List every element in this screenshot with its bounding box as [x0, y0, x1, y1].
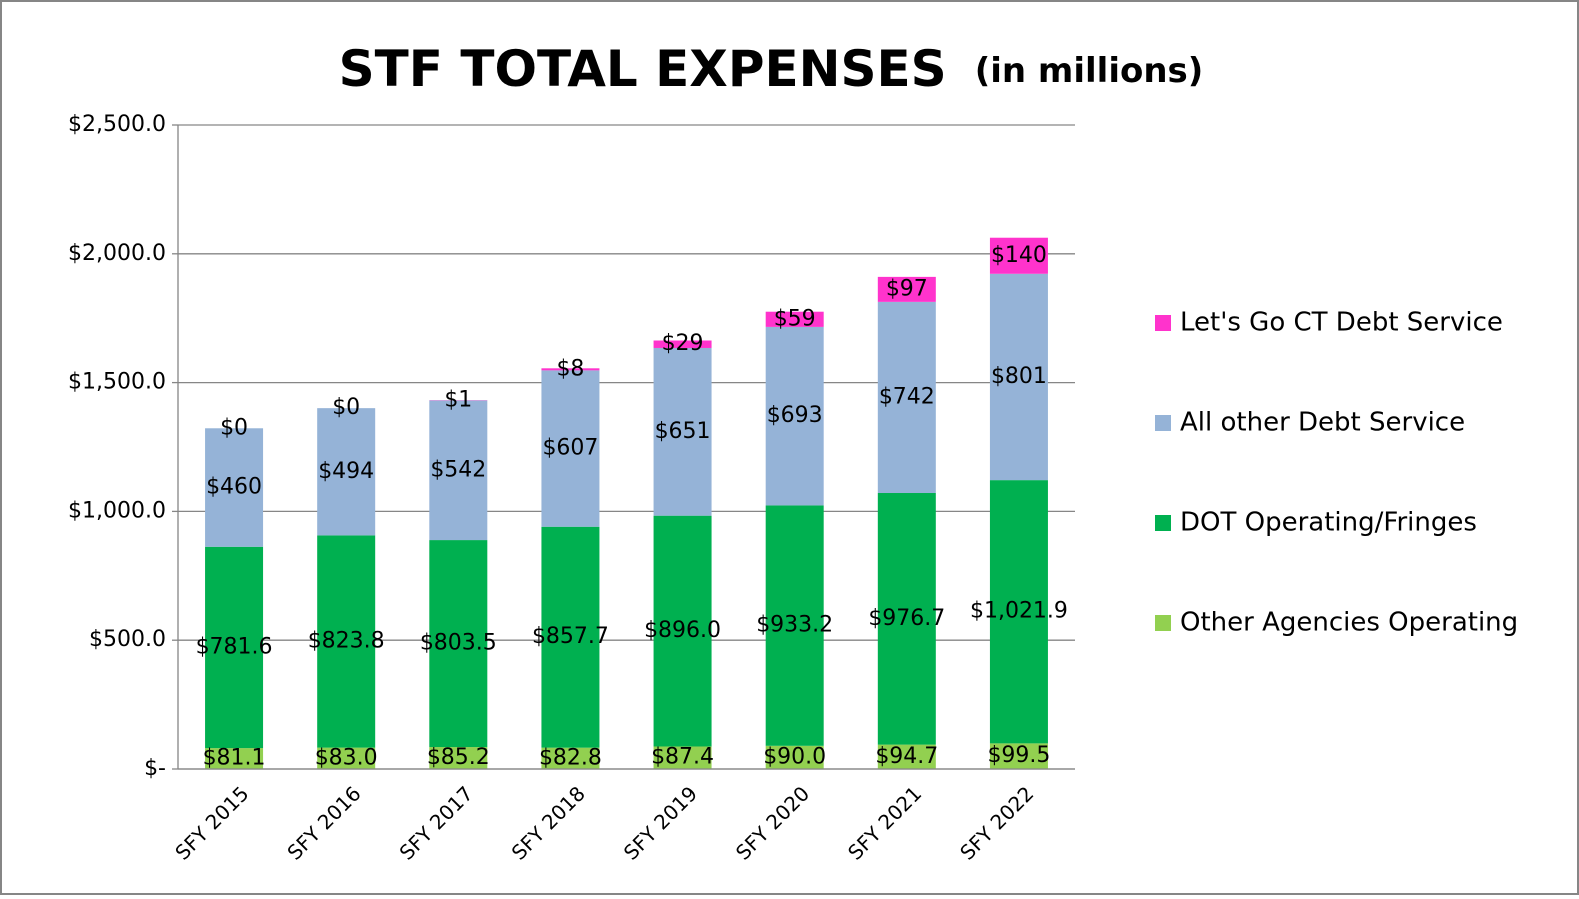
y-tick-label: $2,000.0: [68, 241, 166, 266]
data-label: $651: [655, 419, 711, 444]
data-label: $90.0: [763, 744, 826, 769]
data-label: $83.0: [315, 745, 378, 770]
data-label: $542: [430, 457, 486, 482]
data-label: $97: [886, 276, 928, 301]
data-label: $94.7: [875, 744, 938, 769]
legend-swatch: [1155, 615, 1171, 631]
legend-label: Other Agencies Operating: [1180, 608, 1518, 638]
data-label: $693: [767, 403, 823, 428]
data-label: $607: [542, 436, 598, 461]
y-tick-label: $-: [144, 756, 166, 781]
data-label: $85.2: [427, 745, 490, 770]
data-label: $8: [556, 356, 584, 381]
legend-label: Let's Go CT Debt Service: [1180, 308, 1503, 338]
data-label: $59: [774, 306, 816, 331]
data-label: $0: [332, 395, 360, 420]
data-label: $803.5: [420, 631, 497, 656]
data-label: $781.6: [196, 634, 273, 659]
data-label: $494: [318, 459, 374, 484]
data-label: $140: [991, 243, 1047, 268]
data-label: $1: [444, 387, 472, 412]
legend-swatch: [1155, 515, 1171, 531]
data-label: $742: [879, 384, 935, 409]
data-label: $81.1: [203, 746, 266, 771]
y-tick-label: $1,000.0: [68, 498, 166, 523]
y-tick-label: $2,500.0: [68, 112, 166, 137]
data-label: $87.4: [651, 745, 714, 770]
data-label: $460: [206, 475, 262, 500]
y-tick-label: $1,500.0: [68, 370, 166, 395]
data-label: $976.7: [868, 606, 945, 631]
legend-label: All other Debt Service: [1180, 408, 1465, 438]
data-label: $1,021.9: [970, 599, 1068, 624]
chart-title: STF TOTAL EXPENSES: [339, 40, 947, 98]
data-label: $933.2: [756, 613, 833, 638]
data-label: $0: [220, 415, 248, 440]
chart-subtitle: (in millions): [975, 51, 1204, 91]
data-label: $801: [991, 364, 1047, 389]
data-label: $99.5: [987, 743, 1050, 768]
data-label: $896.0: [644, 618, 721, 643]
legend-swatch: [1155, 415, 1171, 431]
legend-label: DOT Operating/Fringes: [1180, 508, 1477, 538]
data-label: $823.8: [308, 629, 385, 654]
data-label: $29: [662, 331, 704, 356]
data-label: $82.8: [539, 745, 602, 770]
y-tick-label: $500.0: [89, 627, 166, 652]
data-label: $857.7: [532, 624, 609, 649]
legend-swatch: [1155, 315, 1171, 331]
